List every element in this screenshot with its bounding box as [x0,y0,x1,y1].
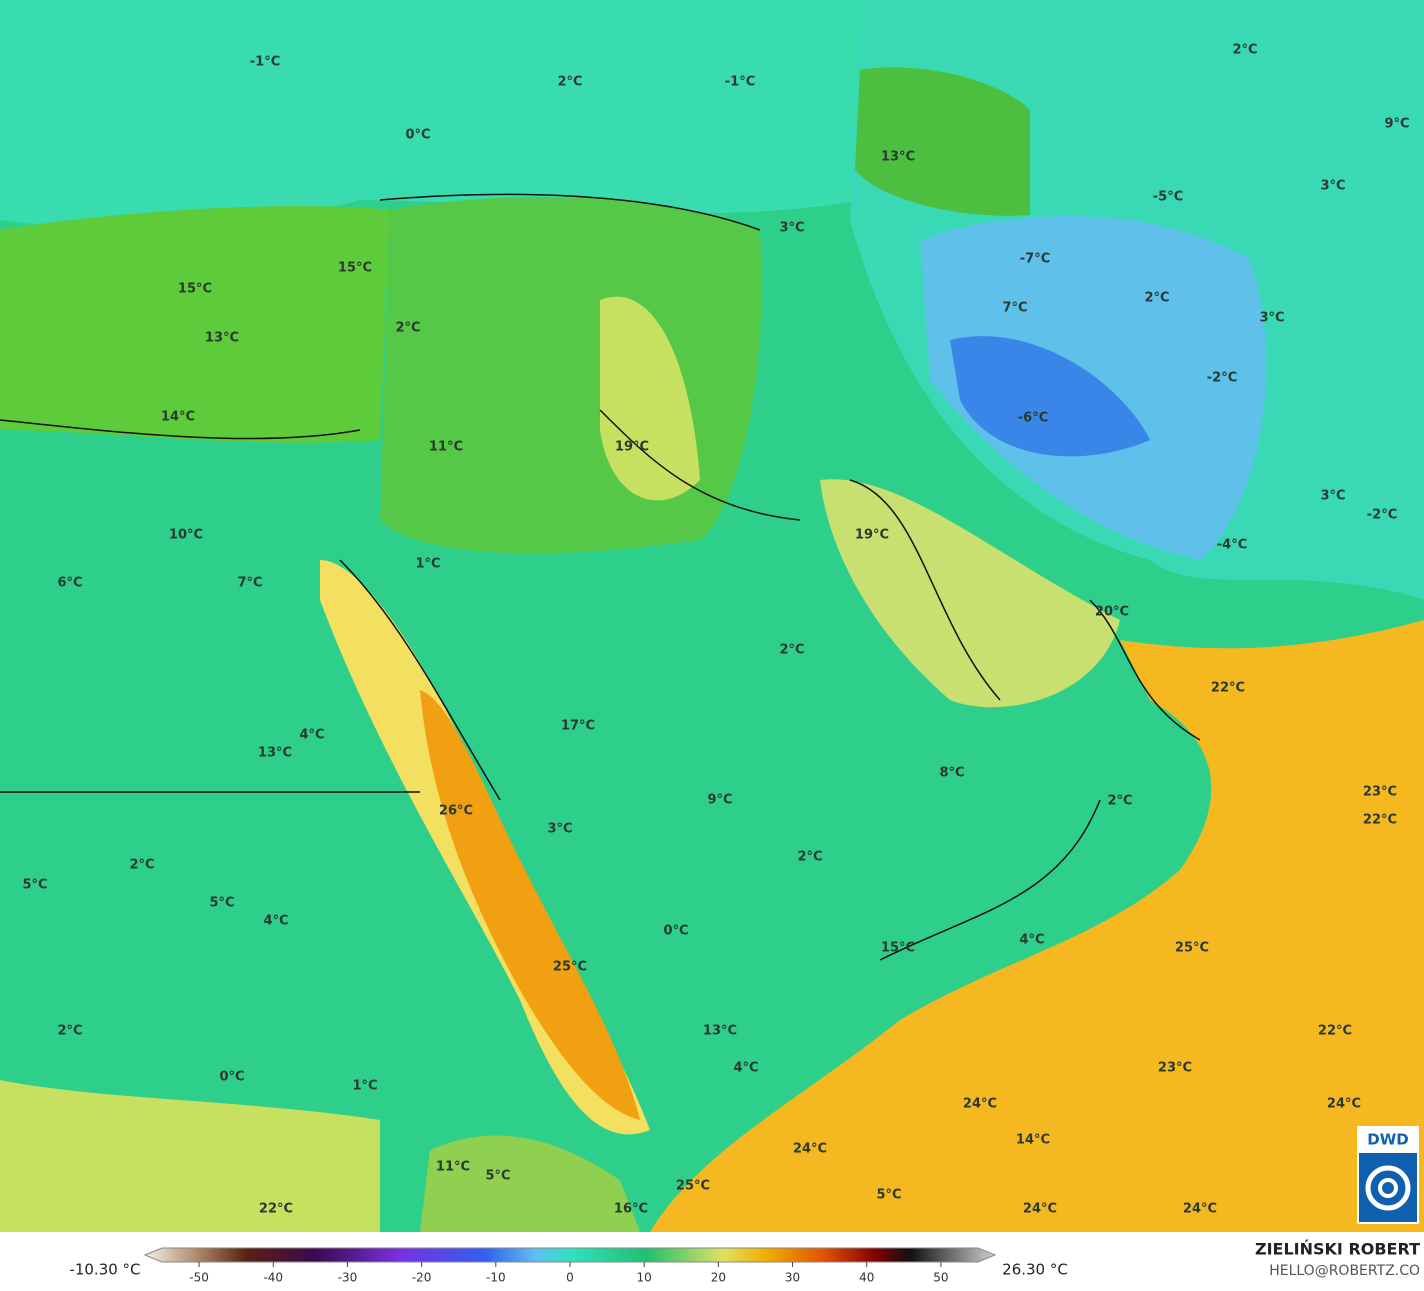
temperature-label: 24°C [1327,1097,1361,1112]
logo: DWD [1357,1126,1419,1224]
max-label: 26.30 °C [1002,1261,1068,1279]
temperature-label: 1°C [352,1079,377,1094]
temperature-label: 23°C [1363,785,1397,800]
temperature-label: -2°C [1207,371,1237,386]
temperature-label: 23°C [1158,1061,1192,1076]
min-label: -10.30 °C [69,1261,140,1279]
colorbar [143,1247,997,1263]
colorbar-tick-label: 50 [933,1271,948,1285]
temperature-label: 5°C [209,896,234,911]
contact: HELLO@ROBERTZ.CO [1269,1263,1420,1279]
temperature-label: 3°C [779,221,804,236]
temperature-label: 11°C [429,440,463,455]
temperature-label: -1°C [250,55,280,70]
temperature-label: 2°C [57,1024,82,1039]
temperature-label: 5°C [876,1188,901,1203]
borders [0,193,1201,961]
temperature-label: -2°C [1367,508,1397,523]
temperature-label: 25°C [676,1179,710,1194]
colorbar-ticks: -50 -40 -30 -20 -10 0 10 20 30 40 50 [189,1262,949,1285]
colorbar-tick-label: 20 [711,1271,726,1285]
map-background [0,0,1424,1232]
temperature-label: 20°C [1095,605,1129,620]
temperature-label: 2°C [1232,43,1257,58]
temperature-label: 0°C [219,1070,244,1085]
colorbar-tick-label: 10 [637,1271,652,1285]
temperature-label: 9°C [1384,117,1409,132]
temperature-label: 22°C [259,1202,293,1217]
logo-text: DWD [1367,1131,1408,1149]
colorbar-tick-label: 40 [859,1271,874,1285]
temperature-label: 4°C [263,914,288,929]
temperature-label: 7°C [237,576,262,591]
temperature-label: 13°C [258,746,292,761]
temperature-label: 2°C [129,858,154,873]
temperature-label: 22°C [1318,1024,1352,1039]
colorbar-tick-label: -30 [338,1271,358,1285]
temperature-label: 3°C [1320,489,1345,504]
temperature-label: 2°C [557,75,582,90]
temperature-label: 13°C [881,150,915,165]
author: ZIELIŃSKI ROBERT [1255,1240,1420,1259]
temperature-label: 14°C [161,410,195,425]
colorbar-tick-label: 30 [785,1271,800,1285]
temperature-label: 1°C [415,557,440,572]
temperature-label: 0°C [405,128,430,143]
colorbar-tick-label: -10 [486,1271,506,1285]
temperature-label: 22°C [1211,681,1245,696]
temperature-label: 24°C [793,1142,827,1157]
temperature-label: -1°C [725,75,755,90]
temperature-label: 15°C [178,282,212,297]
temperature-label: 2°C [1107,794,1132,809]
temperature-label: 2°C [395,321,420,336]
temperature-label: 11°C [436,1160,470,1175]
temperature-label: 8°C [939,766,964,781]
temperature-label: 9°C [707,793,732,808]
colorbar-tick-label: -50 [189,1271,209,1285]
temperature-label: 24°C [1183,1202,1217,1217]
temperature-label: -6°C [1018,411,1048,426]
temperature-label: 14°C [1016,1133,1050,1148]
temperature-label: 3°C [1259,311,1284,326]
temperature-label: -5°C [1153,190,1183,205]
temperature-label: -4°C [1217,538,1247,553]
temperature-label: 26°C [439,804,473,819]
temperature-label: 13°C [205,331,239,346]
temperature-label: 15°C [338,261,372,276]
temperature-label: 2°C [797,850,822,865]
temperature-label: 5°C [485,1169,510,1184]
temperature-label: 4°C [1019,933,1044,948]
temperature-labels: -1°C 2°C -1°C 0°C 13°C 2°C 9°C 3°C -5°C 3°C -7°C 15… [22,43,1409,1217]
temperature-label: 24°C [963,1097,997,1112]
colorbar-tick-label: -20 [412,1271,432,1285]
temperature-label: 16°C [614,1202,648,1217]
temperature-label: 2°C [1144,291,1169,306]
temperature-label: 5°C [22,878,47,893]
temperature-label: 25°C [553,960,587,975]
temperature-label: 15°C [881,941,915,956]
temperature-label: 10°C [169,528,203,543]
temperature-label: 19°C [855,528,889,543]
temperature-label: 25°C [1175,941,1209,956]
temperature-label: 6°C [57,576,82,591]
temperature-label: 22°C [1363,813,1397,828]
temperature-label: 3°C [547,822,572,837]
temperature-label: 13°C [703,1024,737,1039]
temperature-label: 4°C [733,1061,758,1076]
temperature-label: 7°C [1002,301,1027,316]
temperature-label: 24°C [1023,1202,1057,1217]
temperature-label: 0°C [663,924,688,939]
colorbar-tick-label: 0 [566,1271,574,1285]
temperature-label: 19°C [615,440,649,455]
temperature-label: -7°C [1020,252,1050,267]
temperature-label: 2°C [779,643,804,658]
colorbar-tick-label: -40 [263,1271,283,1285]
temperature-label: 17°C [561,719,595,734]
temperature-label: 4°C [299,728,324,743]
temperature-label: 3°C [1320,179,1345,194]
